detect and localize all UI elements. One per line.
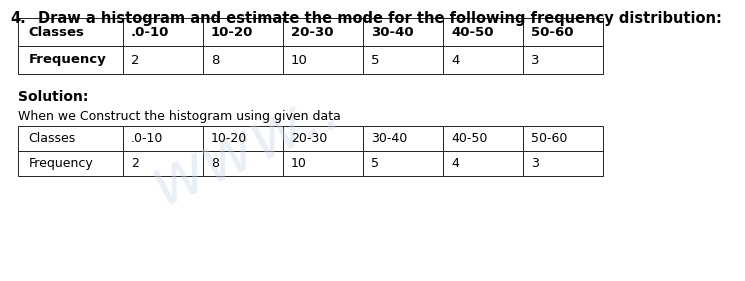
Text: 5: 5 xyxy=(371,157,379,170)
Bar xyxy=(283,126,363,151)
Text: 5: 5 xyxy=(371,53,379,67)
Text: Draw a histogram and estimate the mode for the following frequency distribution:: Draw a histogram and estimate the mode f… xyxy=(38,11,722,26)
Bar xyxy=(523,18,603,46)
Bar xyxy=(123,18,203,46)
Text: 10: 10 xyxy=(291,53,308,67)
Bar xyxy=(123,151,203,176)
Text: 3: 3 xyxy=(531,53,539,67)
Bar xyxy=(283,46,363,74)
Bar xyxy=(363,151,443,176)
Text: Frequency: Frequency xyxy=(28,53,107,67)
Bar xyxy=(443,126,523,151)
Bar xyxy=(203,126,283,151)
Bar xyxy=(203,46,283,74)
Bar xyxy=(283,18,363,46)
Text: 20-30: 20-30 xyxy=(291,132,327,145)
Bar xyxy=(443,151,523,176)
Text: 3: 3 xyxy=(531,157,539,170)
Text: 10: 10 xyxy=(291,157,307,170)
Text: When we Construct the histogram using given data: When we Construct the histogram using gi… xyxy=(18,110,341,123)
Text: 4: 4 xyxy=(451,157,459,170)
Text: 8: 8 xyxy=(211,53,219,67)
Text: 50-60: 50-60 xyxy=(531,132,568,145)
Text: 40-50: 40-50 xyxy=(451,132,487,145)
Bar xyxy=(283,151,363,176)
Text: 8: 8 xyxy=(211,157,219,170)
Text: 10-20: 10-20 xyxy=(211,132,247,145)
Text: Solution:: Solution: xyxy=(18,90,89,104)
Text: Frequency: Frequency xyxy=(28,157,93,170)
Bar xyxy=(123,126,203,151)
Bar xyxy=(203,151,283,176)
Bar xyxy=(523,46,603,74)
Bar xyxy=(18,18,123,46)
Bar xyxy=(363,126,443,151)
Text: 2: 2 xyxy=(131,157,139,170)
Bar xyxy=(18,151,123,176)
Text: 40-50: 40-50 xyxy=(451,26,493,38)
Text: 30-40: 30-40 xyxy=(371,132,408,145)
Bar xyxy=(123,46,203,74)
Bar xyxy=(18,126,123,151)
Text: 10-20: 10-20 xyxy=(211,26,253,38)
Bar xyxy=(203,18,283,46)
Bar xyxy=(523,151,603,176)
Text: 30-40: 30-40 xyxy=(371,26,413,38)
Text: 2: 2 xyxy=(131,53,139,67)
Text: Classes: Classes xyxy=(28,26,84,38)
Text: 20-30: 20-30 xyxy=(291,26,334,38)
Bar xyxy=(443,46,523,74)
Bar xyxy=(443,18,523,46)
Bar xyxy=(18,46,123,74)
Text: 4: 4 xyxy=(451,53,460,67)
Text: 4.: 4. xyxy=(10,11,26,26)
Text: .0-10: .0-10 xyxy=(131,26,169,38)
Text: www..: www.. xyxy=(141,74,351,219)
Text: 50-60: 50-60 xyxy=(531,26,574,38)
Text: .0-10: .0-10 xyxy=(131,132,163,145)
Text: Classes: Classes xyxy=(28,132,76,145)
Bar xyxy=(363,46,443,74)
Bar xyxy=(523,126,603,151)
Bar xyxy=(363,18,443,46)
